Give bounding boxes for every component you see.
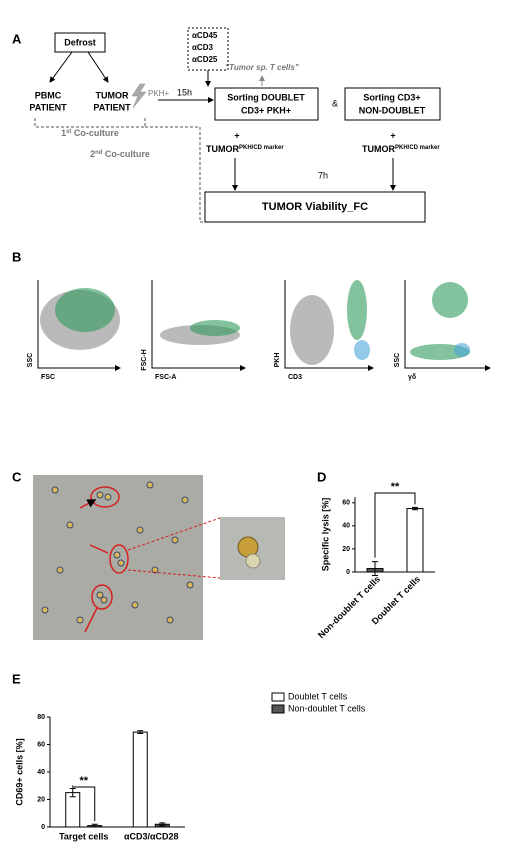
y-axis-label: Specific lysis [%] — [320, 498, 330, 572]
error-bar — [91, 823, 98, 828]
viability: TUMOR Viability_FC — [262, 201, 368, 213]
legend-swatch — [271, 704, 285, 714]
cell-population — [354, 340, 370, 360]
tumor-marker: TUMORPKH/CD marker — [206, 144, 284, 154]
y-tick-label: 40 — [342, 523, 350, 530]
cell-population — [347, 280, 367, 340]
flow-plots: SSC FSC FSC-H FSC-A PKH CD3 SSC γδ — [27, 280, 491, 381]
error-bar — [159, 822, 166, 827]
tumor-marker: TUMORPKH/CD marker — [362, 144, 440, 154]
tumor: PATIENT — [93, 102, 131, 112]
cell-population — [190, 320, 240, 336]
y-tick-label: 60 — [37, 741, 45, 748]
y-axis-label: PKH — [274, 353, 281, 368]
plus: + — [390, 130, 395, 140]
error-bar — [372, 561, 378, 576]
error-bar — [69, 788, 76, 798]
significance-bracket — [72, 785, 96, 822]
antibody: αCD3 — [192, 43, 213, 52]
axis — [404, 280, 491, 371]
sort-nondoublet: NON-DOUBLET — [359, 105, 426, 115]
plus: + — [234, 130, 239, 140]
y-axis-label: CD69+ cells [%] — [14, 738, 24, 805]
bar — [65, 792, 81, 828]
significance: ** — [79, 775, 88, 787]
pkh: PKH+ — [148, 89, 169, 98]
x-axis-label: γδ — [408, 374, 416, 381]
microscopy — [33, 475, 285, 640]
cell-population — [290, 295, 334, 365]
sort-doublet: CD3+ PKH+ — [241, 105, 291, 115]
legend-swatch — [271, 692, 285, 702]
time-1: 15h — [177, 87, 192, 97]
y-tick-label: 40 — [37, 769, 45, 776]
sort-nondoublet: Sorting CD3+ — [363, 92, 420, 102]
y-axis-label: SSC — [27, 353, 34, 367]
y-axis-label: SSC — [394, 353, 401, 367]
diagram: Defrost PBMC PATIENT TUMOR PATIENT PKH+ … — [29, 27, 441, 223]
y-axis-label: FSC-H — [141, 349, 148, 370]
axis — [284, 280, 374, 371]
axis — [37, 280, 121, 371]
bar — [406, 508, 424, 573]
y-tick-label: 20 — [37, 796, 45, 803]
sort-doublet: Sorting DOUBLET — [227, 92, 305, 102]
axis — [151, 280, 246, 371]
error-bar — [137, 730, 144, 734]
panel-label: A — [12, 31, 22, 46]
significance-bracket — [374, 492, 416, 558]
y-tick-label: 60 — [342, 500, 350, 507]
panel-label: D — [317, 469, 326, 484]
y-tick-label: 20 — [342, 546, 350, 553]
bar — [132, 731, 148, 828]
cell-population — [55, 288, 115, 332]
cell-population — [432, 282, 468, 318]
x-axis-label: FSC — [41, 374, 55, 381]
tumor-sp: "Tumor sp. T cells" — [225, 63, 298, 72]
cell-population — [454, 343, 470, 357]
defrost-box — [54, 32, 106, 53]
defrost: Defrost — [64, 37, 96, 47]
x-axis-label: CD3 — [288, 374, 302, 381]
antibody: αCD45 — [192, 31, 218, 40]
coculture-2: 2nd Co-culture — [90, 149, 150, 159]
x-tick-label: Non-doublet T cells — [316, 574, 382, 640]
legend-label: Non-doublet T cells — [288, 703, 366, 713]
x-tick-label: Target cells — [59, 831, 108, 841]
antibody: αCD25 — [192, 55, 218, 64]
x-tick-label: αCD3/αCD28 — [124, 831, 179, 841]
coculture-1: 1st Co-culture — [61, 128, 119, 138]
amp: & — [332, 98, 338, 108]
tumor: TUMOR — [96, 90, 129, 100]
legend-label: Doublet T cells — [288, 691, 348, 701]
panel-label: E — [12, 671, 21, 686]
panel-label: B — [12, 249, 21, 264]
x-axis-label: FSC-A — [155, 374, 176, 381]
error-bar — [412, 506, 418, 511]
panel-label: C — [12, 469, 22, 484]
pbmc: PATIENT — [29, 102, 67, 112]
pbmc: PBMC — [35, 90, 62, 100]
y-tick-label: 80 — [37, 714, 45, 721]
time-2: 7h — [318, 170, 328, 180]
y-tick-label: 0 — [41, 824, 45, 831]
y-tick-label: 0 — [346, 569, 350, 576]
significance: ** — [391, 481, 400, 493]
